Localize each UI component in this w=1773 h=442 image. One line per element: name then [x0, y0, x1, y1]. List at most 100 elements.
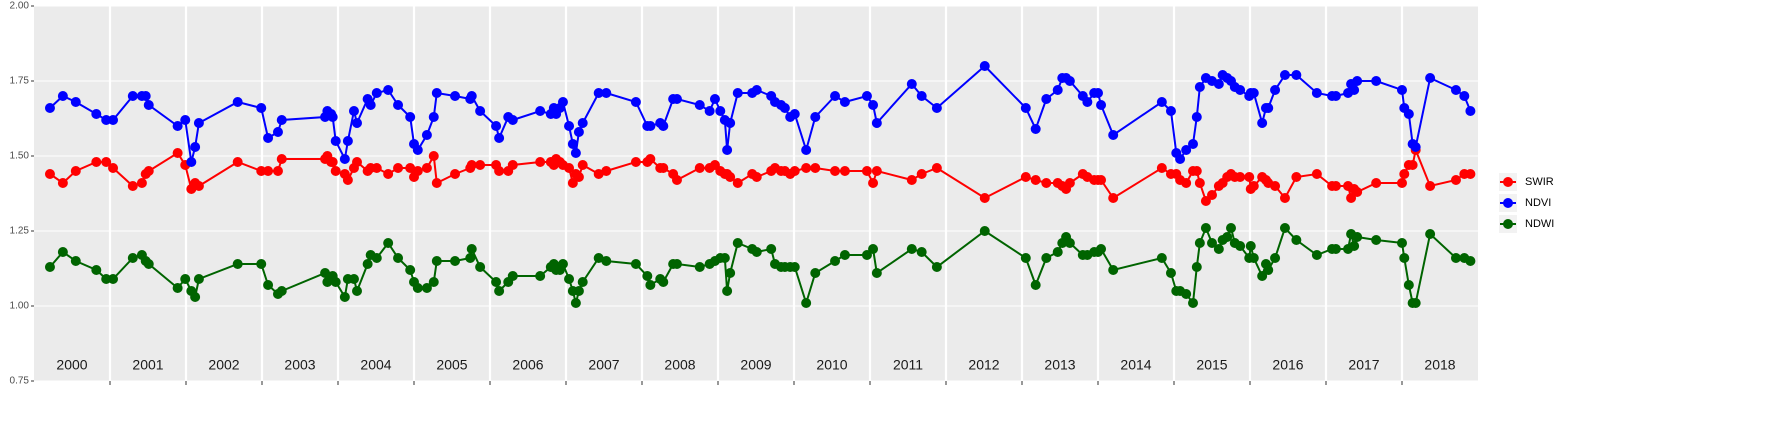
data-point [1311, 250, 1322, 260]
data-point [535, 106, 546, 116]
data-point [1330, 91, 1341, 101]
data-point [412, 166, 423, 176]
data-point [186, 157, 197, 167]
data-point [1465, 256, 1476, 266]
data-point [352, 157, 362, 167]
data-point [1175, 154, 1186, 164]
legend-key-point [1503, 198, 1513, 208]
data-point [1096, 175, 1107, 185]
data-point [1425, 181, 1436, 191]
data-point [1096, 100, 1107, 110]
y-tick-label: 1.25 [10, 226, 30, 237]
data-point [1194, 238, 1205, 248]
marks [44, 61, 1476, 308]
data-point [140, 91, 151, 101]
data-point [393, 253, 404, 263]
data-point [1191, 262, 1202, 272]
data-point [232, 97, 243, 107]
data-point [362, 259, 373, 269]
y-tick-label: 0.75 [10, 376, 30, 387]
data-point [1181, 145, 1192, 155]
data-point [57, 91, 68, 101]
data-point [193, 181, 204, 191]
y-tick-label: 1.00 [10, 301, 30, 312]
data-point [1108, 265, 1119, 275]
plot-panel [34, 6, 1478, 381]
data-point [1352, 232, 1363, 242]
data-point [365, 100, 376, 110]
x-tick-label: 2016 [1272, 357, 1303, 373]
data-point [1248, 253, 1259, 263]
data-point [1425, 73, 1436, 83]
x-tick-label: 2010 [816, 357, 847, 373]
data-point [193, 118, 204, 128]
data-point [1020, 103, 1031, 113]
data-point [709, 94, 720, 104]
data-point [1030, 124, 1041, 134]
data-point [1020, 172, 1031, 182]
data-point [593, 88, 604, 98]
x-tick-label: 2011 [893, 357, 923, 373]
data-point [405, 265, 416, 275]
x-tick-label: 2007 [588, 357, 619, 373]
data-point [1465, 106, 1476, 116]
data-point [1291, 235, 1302, 245]
data-point [450, 256, 461, 266]
data-point [330, 136, 341, 146]
data-point [1403, 280, 1414, 290]
data-point [1291, 172, 1302, 182]
data-point [1064, 238, 1075, 248]
data-point [1052, 247, 1063, 257]
data-point [491, 121, 502, 131]
data-point [1352, 187, 1363, 197]
data-point [979, 193, 990, 203]
data-point [1093, 88, 1103, 98]
data-point [1108, 193, 1119, 203]
data-point [577, 277, 588, 287]
x-tick-label: 2001 [132, 357, 163, 373]
x-tick-label: 2009 [740, 357, 771, 373]
data-point [1213, 79, 1224, 89]
data-point [694, 163, 705, 173]
legend-key-point [1503, 219, 1513, 229]
data-point [232, 157, 243, 167]
data-point [1397, 238, 1407, 248]
data-point [906, 79, 917, 89]
data-point [871, 166, 882, 176]
data-point [70, 166, 81, 176]
data-point [732, 88, 743, 98]
data-point [906, 175, 917, 185]
x-tick-label: 2018 [1424, 357, 1455, 373]
data-point [789, 262, 800, 272]
data-point [348, 274, 359, 284]
data-point [601, 256, 612, 266]
data-point [1450, 175, 1461, 185]
data-point [535, 157, 546, 167]
data-point [1041, 178, 1052, 188]
data-point [1188, 139, 1198, 149]
data-point [1459, 91, 1470, 101]
data-point [593, 253, 604, 263]
data-point [931, 262, 942, 272]
data-point [906, 244, 917, 254]
data-point [1156, 163, 1167, 173]
data-point [428, 112, 439, 122]
data-point [475, 262, 486, 272]
data-point [393, 100, 404, 110]
data-point [352, 118, 362, 128]
x-tick-label: 2014 [1120, 357, 1151, 373]
data-point [1235, 241, 1246, 251]
data-point [1041, 253, 1052, 263]
data-point [1263, 103, 1274, 113]
data-point [421, 283, 432, 293]
data-point [143, 259, 154, 269]
data-point [127, 181, 138, 191]
data-point [1311, 88, 1322, 98]
data-point [1425, 229, 1436, 239]
data-point [694, 100, 705, 110]
data-point [564, 121, 575, 131]
data-point [1235, 172, 1246, 182]
data-point [1200, 196, 1211, 206]
data-point [494, 166, 505, 176]
